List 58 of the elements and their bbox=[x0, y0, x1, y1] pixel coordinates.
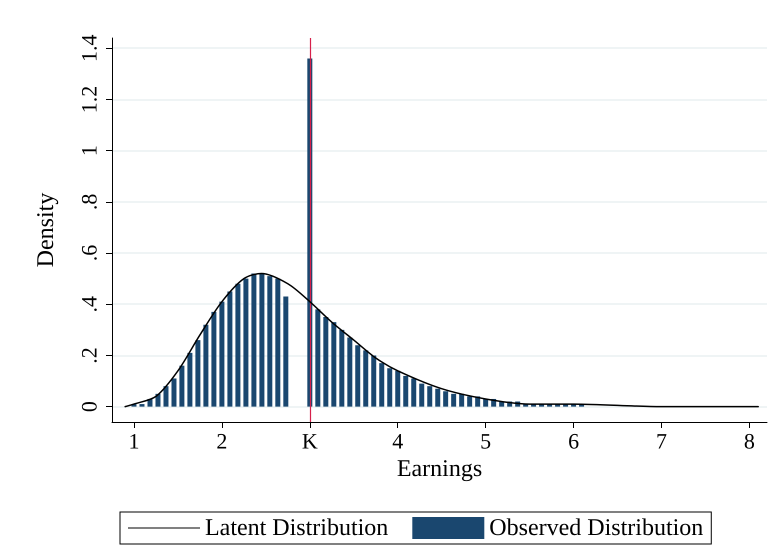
bar bbox=[171, 378, 176, 407]
bar bbox=[243, 278, 248, 407]
bar bbox=[403, 376, 408, 407]
bar bbox=[219, 302, 224, 407]
bar bbox=[395, 370, 400, 407]
bar bbox=[187, 352, 192, 407]
x-tick-label: 2 bbox=[216, 428, 228, 454]
bar bbox=[211, 312, 216, 407]
y-tick-label: .6 bbox=[76, 244, 102, 262]
bar bbox=[443, 391, 448, 407]
bar bbox=[411, 378, 416, 407]
bar bbox=[235, 284, 240, 407]
y-tick-label: 1 bbox=[76, 145, 102, 156]
x-tick-label: 5 bbox=[480, 428, 492, 454]
bar bbox=[467, 396, 472, 407]
bar bbox=[347, 338, 352, 407]
x-axis-title: Earnings bbox=[396, 456, 482, 482]
bar bbox=[251, 274, 256, 407]
x-tick-label: 1 bbox=[128, 428, 140, 454]
bar bbox=[275, 278, 280, 407]
x-tick-label: 6 bbox=[568, 428, 580, 454]
y-tick-label: .2 bbox=[76, 347, 102, 364]
bar bbox=[419, 384, 424, 407]
x-tick-label: K bbox=[302, 428, 318, 454]
bar bbox=[355, 345, 360, 407]
y-tick-label: 0 bbox=[76, 401, 102, 412]
legend-label: Latent Distribution bbox=[205, 515, 388, 541]
y-tick-label: .8 bbox=[76, 194, 102, 210]
bar bbox=[283, 296, 288, 407]
bar bbox=[459, 394, 464, 407]
bar bbox=[323, 317, 328, 407]
y-axis-title: Density bbox=[33, 192, 59, 268]
bar bbox=[379, 363, 384, 407]
bar bbox=[267, 276, 272, 407]
bar bbox=[203, 324, 208, 407]
line-series bbox=[124, 272, 759, 408]
bar bbox=[139, 404, 144, 407]
y-tick-label: 1.4 bbox=[76, 34, 102, 62]
legend-label: Observed Distribution bbox=[489, 515, 704, 541]
bar bbox=[451, 394, 456, 407]
bar bbox=[339, 330, 344, 407]
bar bbox=[387, 368, 392, 407]
bar bbox=[315, 309, 320, 407]
bar bbox=[259, 274, 264, 407]
x-tick-label: 8 bbox=[744, 428, 755, 454]
bar bbox=[427, 386, 432, 407]
bar bbox=[227, 291, 232, 407]
y-tick-label: 1.2 bbox=[76, 86, 102, 114]
bar bbox=[179, 366, 184, 407]
bar bbox=[195, 340, 200, 407]
bar bbox=[435, 388, 440, 407]
bar bbox=[331, 322, 336, 407]
y-tick-label: .4 bbox=[76, 296, 102, 312]
x-tick-label: 4 bbox=[392, 428, 404, 454]
x-tick-label: 7 bbox=[656, 428, 667, 454]
bar bbox=[371, 355, 376, 407]
bar bbox=[363, 350, 368, 407]
bar bbox=[163, 386, 168, 407]
